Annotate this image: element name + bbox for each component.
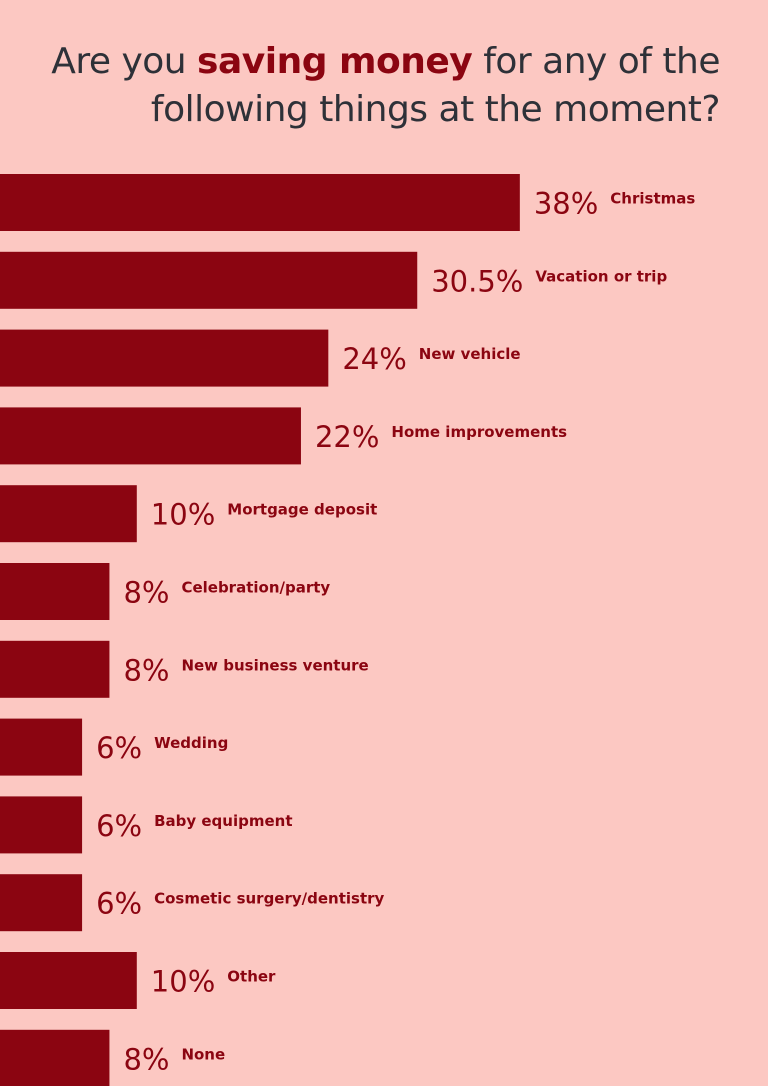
value-label-7: 6% [96,731,142,765]
bar-3 [0,407,301,465]
value-label-5: 8% [123,576,169,610]
bar-0 [0,174,520,231]
category-label-5: Celebration/party [181,579,330,597]
category-label-0: Christmas [610,190,695,208]
category-label-1: Vacation or trip [535,267,667,285]
value-label-8: 6% [96,809,142,843]
category-label-9: Cosmetic surgery/dentistry [154,890,384,908]
category-label-3: Home improvements [391,423,567,441]
category-label-6: New business venture [181,656,368,674]
title-text-after: for any of the following things at the m… [150,41,721,130]
value-label-6: 8% [123,653,169,687]
value-label-1: 30.5% [431,264,523,298]
bar-6 [0,640,110,698]
value-label-10: 10% [151,965,215,999]
bar-5 [0,563,110,620]
title-highlight: saving money [197,41,473,82]
bar-9 [0,874,83,932]
category-label-10: Other [227,968,276,986]
value-label-3: 22% [315,420,379,454]
value-label-0: 38% [534,187,598,221]
bar-10 [0,952,137,1009]
category-label-2: New vehicle [419,345,521,363]
bar-4 [0,485,137,543]
category-label-11: None [181,1045,225,1063]
value-label-4: 10% [151,498,215,532]
bar-7 [0,718,83,776]
chart-title: Are you saving money for any of the foll… [20,38,720,134]
category-label-7: Wedding [154,734,228,752]
title-text-before: Are you [51,41,198,82]
bar-8 [0,796,83,854]
value-label-11: 8% [123,1042,169,1076]
category-label-4: Mortgage deposit [227,501,377,519]
category-label-8: Baby equipment [154,812,292,830]
value-label-9: 6% [96,887,142,921]
bar-1 [0,251,418,309]
bar-2 [0,329,329,387]
bar-11 [0,1029,110,1086]
value-label-2: 24% [342,342,406,376]
